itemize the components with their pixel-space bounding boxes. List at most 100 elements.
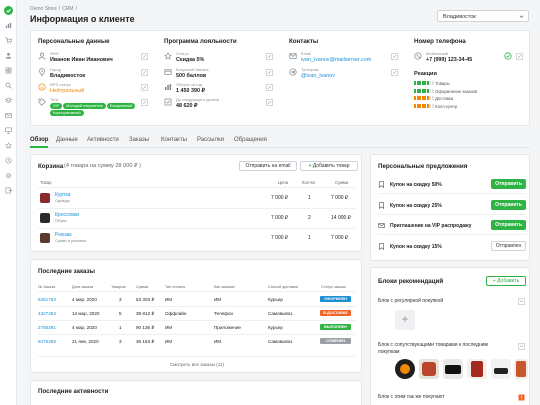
product-thumb[interactable] — [514, 359, 528, 379]
city-field: Город Владивосток — [50, 67, 86, 79]
product-thumb[interactable] — [40, 233, 50, 243]
reaction-bar — [421, 96, 424, 100]
breadcrumb-crm[interactable]: CRM — [62, 6, 74, 12]
edit-icon[interactable] — [391, 53, 398, 60]
edit-icon[interactable] — [141, 84, 148, 91]
user-icon[interactable] — [5, 52, 12, 59]
tab-overview[interactable]: Обзор — [30, 137, 49, 148]
product-name[interactable]: Кроссовки — [55, 212, 79, 218]
search-icon[interactable] — [5, 82, 12, 89]
send-email-button[interactable]: Отправить на email — [239, 161, 297, 171]
product-thumb[interactable] — [443, 359, 463, 379]
reaction-bar — [431, 88, 434, 93]
add-product-button[interactable]: + Добавить товар — [300, 161, 358, 171]
tag-badge[interactable]: Молодой покупатель — [63, 103, 106, 109]
orders-title: Последние заказы — [38, 268, 95, 275]
activities-title: Последние активности — [38, 388, 109, 395]
activities-card: Последние активности — [30, 380, 362, 405]
tab-mailings[interactable]: Рассылки — [197, 137, 224, 143]
reaction-bar — [414, 96, 416, 100]
location-icon — [38, 68, 46, 76]
order-how: Приложение — [214, 325, 241, 330]
reaction-bar — [429, 81, 431, 85]
product-thumb[interactable] — [395, 359, 415, 379]
apps-icon[interactable] — [5, 67, 12, 74]
city-select[interactable]: Владивосток — [437, 10, 529, 22]
reaction-bar — [416, 103, 419, 108]
product-name[interactable]: Рюкзак — [55, 232, 72, 238]
offer-send-button[interactable]: Отправить — [491, 220, 526, 230]
edit-icon[interactable] — [516, 53, 523, 60]
order-id[interactable]: 6351763 — [38, 297, 56, 302]
bookmark-icon — [378, 201, 385, 209]
tab-activities[interactable]: Активности — [87, 137, 119, 143]
tab-data[interactable]: Данные — [56, 137, 78, 143]
add-product-placeholder[interactable]: + — [395, 310, 415, 330]
product-thumb[interactable] — [40, 193, 50, 203]
reaction-row: Товары — [414, 81, 450, 86]
product-thumb[interactable] — [419, 359, 439, 379]
tag-badge[interactable]: VIP — [50, 103, 63, 109]
telegram-link[interactable]: @ivan_ivanov — [301, 73, 335, 79]
offer-send-button[interactable]: Отправить — [491, 179, 526, 189]
tab-contacts[interactable]: Контакты — [161, 137, 187, 143]
add-rec-block-button[interactable]: + Добавить — [486, 276, 526, 286]
order-count: 3 — [119, 339, 122, 344]
exit-icon[interactable] — [5, 187, 12, 194]
order-date: 4 мар, 2020 — [72, 325, 97, 330]
layers-icon[interactable] — [5, 97, 12, 104]
edit-icon[interactable] — [391, 69, 398, 76]
offer-send-button[interactable]: Отправить — [491, 199, 526, 210]
offer-name: Приглашение на VIP распродажу — [390, 223, 472, 229]
edit-icon[interactable] — [266, 69, 273, 76]
settings-icon[interactable] — [5, 172, 12, 179]
warning-icon[interactable] — [518, 394, 525, 401]
all-orders-link[interactable]: Смотреть все заказы (11) — [169, 362, 225, 367]
mail-icon[interactable] — [5, 112, 12, 119]
edit-icon[interactable] — [141, 69, 148, 76]
tab-orders[interactable]: Заказы — [129, 137, 150, 143]
tag-badge[interactable]: Корпоративный — [50, 110, 84, 116]
rec-block-regular: Блок с регулярной покупкой — [378, 298, 444, 304]
dashboard-icon[interactable] — [5, 22, 12, 29]
reaction-bar — [426, 81, 429, 85]
nps-field: NPS статус Нейтральный — [50, 82, 85, 94]
product-thumb[interactable] — [491, 359, 511, 379]
clock-icon[interactable] — [5, 157, 12, 164]
logo-icon[interactable] — [4, 6, 13, 15]
cart-icon[interactable] — [5, 37, 12, 44]
reaction-bar — [431, 103, 434, 108]
email-link[interactable]: ivan_ivanov@mailserver.com — [301, 57, 372, 63]
order-id[interactable]: 2765391 — [38, 325, 56, 330]
order-id[interactable]: 5476259 — [38, 339, 56, 344]
tag-badge[interactable]: Ежедневный — [106, 103, 136, 109]
orders-col-header: Способ доставки — [268, 285, 299, 289]
reaction-label: Доставка — [435, 96, 454, 101]
bookmark-icon — [378, 181, 385, 188]
product-thumb[interactable] — [40, 213, 50, 223]
order-id[interactable]: 4327363 — [38, 311, 56, 316]
breadcrumb-store[interactable]: Demo Store — [30, 6, 57, 12]
contacts-title: Контакты — [289, 38, 319, 45]
edit-icon[interactable] — [266, 84, 273, 91]
city-select-value: Владивосток — [443, 14, 476, 20]
mail-icon — [378, 222, 385, 229]
star-icon[interactable] — [5, 142, 12, 149]
reaction-bar — [416, 96, 419, 100]
order-how: Телефон — [214, 311, 234, 316]
product-thumb[interactable] — [467, 359, 487, 379]
add-product-label: Добавить товар — [312, 163, 350, 169]
collapse-icon[interactable] — [518, 298, 525, 305]
collapse-icon[interactable] — [518, 343, 525, 350]
edit-icon[interactable] — [266, 53, 273, 60]
tab-requests[interactable]: Обращения — [234, 137, 267, 143]
edit-icon[interactable] — [266, 99, 273, 106]
offer-sent-button[interactable]: Отправлен — [491, 240, 526, 251]
edit-icon[interactable] — [141, 53, 148, 60]
product-name[interactable]: Куртка — [55, 192, 71, 198]
order-sum: 36 163 ₽ — [136, 339, 155, 344]
edit-icon[interactable] — [141, 99, 148, 106]
order-status-badge: ВЫПОЛНЕН — [320, 324, 351, 330]
col-qty: Кол-во — [302, 180, 316, 185]
monitor-icon[interactable] — [5, 127, 12, 134]
